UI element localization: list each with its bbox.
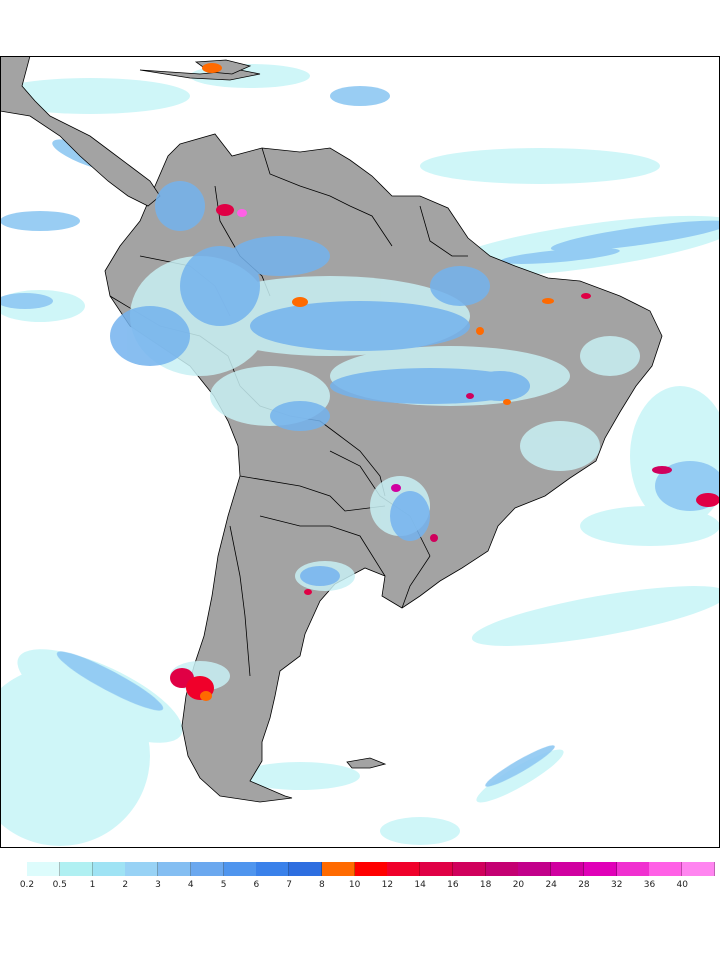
colorbar-label: 28 xyxy=(578,880,590,890)
colorbar-label: 0.5 xyxy=(52,880,67,890)
colorbar-segment xyxy=(190,862,224,876)
colorbar-segment xyxy=(223,862,257,876)
colorbar-label: 20 xyxy=(512,880,525,890)
colorbar-label: 2 xyxy=(122,880,129,890)
heavy-rain-cells xyxy=(170,63,720,701)
colorbar xyxy=(27,862,716,876)
colorbar-label: 16 xyxy=(447,880,459,890)
colorbar-label: 4 xyxy=(187,880,194,890)
colorbar-segment xyxy=(125,862,159,876)
colorbar-label: 1 xyxy=(89,880,96,890)
central-america-land xyxy=(0,56,161,207)
colorbar-segment xyxy=(92,862,126,876)
colorbar-label: 0.2 xyxy=(19,880,35,890)
colorbar-segment xyxy=(452,862,486,876)
ocean-rain-light xyxy=(0,64,720,846)
precipitation-map xyxy=(0,56,720,848)
colorbar-label: 12 xyxy=(381,880,394,890)
land-rain-moderate xyxy=(110,181,530,586)
colorbar-label: 5 xyxy=(220,880,227,890)
colorbar-segment xyxy=(289,862,323,876)
colorbar-segment xyxy=(518,862,552,876)
colorbar-segment xyxy=(420,862,454,876)
colorbar-segment xyxy=(256,862,290,876)
colorbar-label: 18 xyxy=(479,880,492,890)
colorbar-segment xyxy=(583,862,617,876)
colorbar-segment xyxy=(485,862,519,876)
colorbar-label: 6 xyxy=(253,880,260,890)
colorbar-segment xyxy=(158,862,192,876)
colorbar-label: 40 xyxy=(676,880,688,890)
colorbar-segment xyxy=(387,862,421,876)
colorbar-label: 14 xyxy=(414,880,426,890)
colorbar-label: 36 xyxy=(643,880,656,890)
falklands-land xyxy=(346,757,387,769)
colorbar-segment xyxy=(682,862,716,876)
colorbar-segment xyxy=(321,862,355,876)
colorbar-segment xyxy=(27,862,60,876)
colorbar-label: 10 xyxy=(348,880,361,890)
colorbar-label: 24 xyxy=(545,880,557,890)
colorbar-segment xyxy=(354,862,388,876)
colorbar-segment xyxy=(59,862,93,876)
colorbar-segment xyxy=(551,862,585,876)
colorbar-labels: 0.2 0.5 1 2 3 4 5 6 7 8 10 12 14 16 18 20 24 28 32 36 40 xyxy=(0,880,720,894)
colorbar-label: 32 xyxy=(610,880,623,890)
colorbar-segment xyxy=(649,862,683,876)
colorbar-label: 8 xyxy=(318,880,325,890)
colorbar-segment xyxy=(616,862,650,876)
colorbar-label: 7 xyxy=(286,880,292,890)
colorbar-label: 3 xyxy=(155,880,161,890)
